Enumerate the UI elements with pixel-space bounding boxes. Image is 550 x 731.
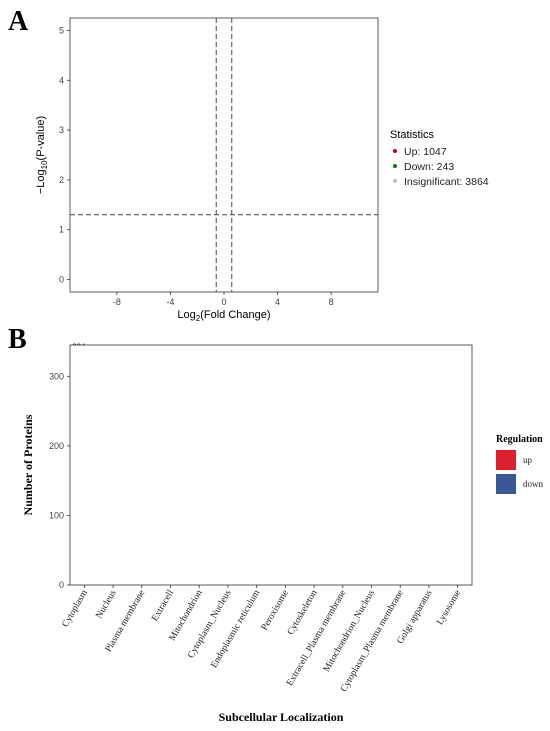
x-axis-title: Log2(Fold Change)	[177, 309, 270, 323]
panel-label-b: B	[8, 324, 27, 355]
legend-label: Insignificant: 3864	[404, 176, 489, 188]
x-tick-label: Lysosome	[435, 589, 463, 627]
y-tick-label: 300	[49, 371, 64, 381]
y-tick-label: 5	[59, 25, 64, 35]
x-tick-label: -4	[166, 297, 174, 307]
x-tick-label: Mitochondrion_Nucleus	[322, 588, 377, 674]
x-tick-label: Cytoplasm	[61, 588, 91, 629]
volcano-plot: -8 -4 0 4 8 0 1 2 3 4 5 Log2(Fold Change) −Log10(P-v…	[35, 17, 489, 323]
legend-label: up	[523, 455, 533, 465]
y-tick-label: 200	[49, 441, 64, 451]
y-tick-label: 3	[59, 125, 64, 135]
legend-title: Regulation	[496, 434, 543, 445]
plot-frame	[69, 344, 473, 586]
x-tick-label: 8	[329, 297, 334, 307]
plot-frame	[69, 17, 379, 293]
x-tick-label: 4	[275, 297, 280, 307]
y-tick-label: 100	[49, 510, 64, 520]
x-tick-label: Nucleus	[94, 588, 118, 620]
y-tick-label: 2	[59, 175, 64, 185]
y-tick-label: 0	[59, 275, 64, 285]
legend-swatch	[393, 164, 397, 168]
legend-label: Up: 1047	[404, 146, 447, 158]
x-tick-label: -8	[113, 297, 121, 307]
legend-swatch	[393, 149, 397, 153]
y-tick-label: 0	[59, 580, 64, 590]
y-tick-label: 1	[59, 225, 64, 235]
x-tick-label: Extracell	[150, 588, 176, 623]
panel-label-a: A	[8, 6, 29, 37]
legend-label: Down: 243	[404, 161, 454, 173]
x-tick-label: Cytoskeleton	[286, 588, 320, 637]
y-tick-label: 4	[59, 75, 64, 85]
x-axis-title: Subcellular Localization	[219, 710, 344, 724]
y-axis-title: Number of Proteins	[21, 414, 35, 515]
legend-swatch	[393, 179, 397, 183]
legend-label: down	[523, 479, 543, 489]
legend-swatch	[496, 450, 516, 470]
y-axis-title: −Log10(P-value)	[35, 116, 49, 194]
legend-swatch	[496, 474, 516, 494]
x-tick-label: 0	[221, 297, 226, 307]
legend-title: Statistics	[390, 129, 435, 141]
x-tick-label: Peroxisome	[260, 589, 291, 633]
